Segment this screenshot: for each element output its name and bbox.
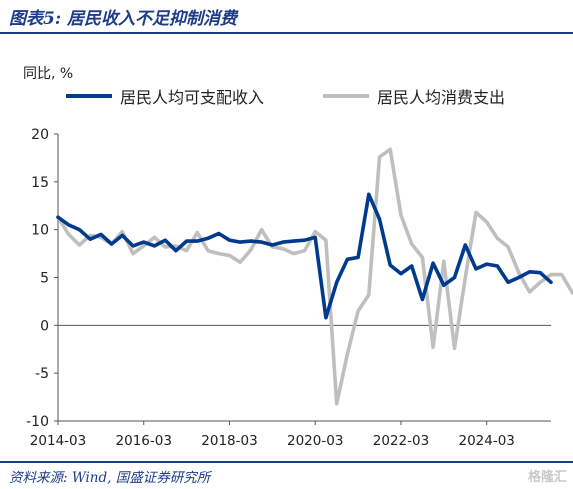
x-tick-label: 2014-03 bbox=[30, 433, 86, 449]
y-tick-label: -5 bbox=[35, 366, 49, 382]
y-tick-label: 5 bbox=[40, 271, 49, 287]
y-tick-label: -10 bbox=[26, 414, 49, 430]
y-axis-label: 同比, % bbox=[23, 66, 74, 82]
x-tick-label: 2018-03 bbox=[201, 433, 257, 449]
y-tick-label: 0 bbox=[40, 318, 49, 334]
y-tick-label: 10 bbox=[31, 223, 49, 239]
title-rule bbox=[0, 32, 573, 34]
y-tick-label: 20 bbox=[31, 127, 49, 143]
legend-label-consumption: 居民人均消费支出 bbox=[377, 88, 506, 107]
watermark-logo: 格隆汇 bbox=[527, 470, 567, 485]
legend-item-consumption: 居民人均消费支出 bbox=[323, 84, 505, 108]
x-tick-label: 2016-03 bbox=[116, 433, 172, 449]
legend-swatch-consumption bbox=[323, 94, 369, 98]
legend-item-income: 居民人均可支配收入 bbox=[66, 84, 264, 108]
legend-swatch-income bbox=[66, 94, 112, 98]
figure-title: 图表5: 居民收入不足抑制消费 bbox=[9, 9, 238, 29]
source-note: 资料来源: Wind, 国盛证券研究所 bbox=[9, 470, 211, 486]
x-tick-label: 2020-03 bbox=[287, 433, 343, 449]
x-tick-label: 2022-03 bbox=[373, 433, 429, 449]
series-line-consumption bbox=[56, 147, 573, 406]
source-rule bbox=[0, 461, 573, 463]
x-tick-label: 2024-03 bbox=[458, 433, 514, 449]
y-tick-label: 15 bbox=[31, 175, 49, 191]
legend-label-income: 居民人均可支配收入 bbox=[120, 88, 265, 107]
series-line-income bbox=[56, 192, 553, 320]
